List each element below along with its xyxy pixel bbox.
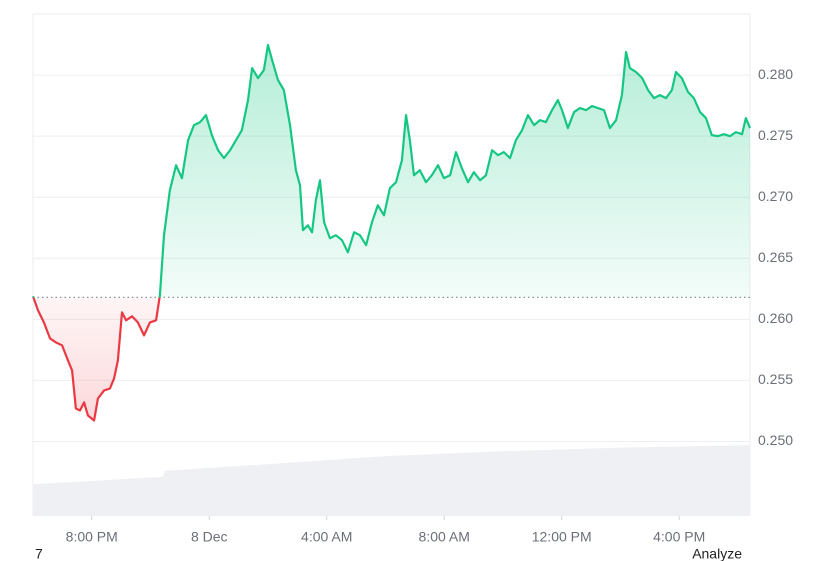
y-tick-label: 0.270: [758, 188, 793, 204]
x-tick-label: 8 Dec: [191, 529, 228, 545]
y-tick-label: 0.255: [758, 371, 793, 387]
y-tick-label: 0.275: [758, 127, 793, 143]
footer-left: 7: [35, 546, 43, 561]
volume-area: [33, 445, 750, 516]
y-tick-label: 0.265: [758, 249, 793, 265]
x-tick-label: 8:00 AM: [419, 529, 470, 545]
x-tick-label: 4:00 AM: [301, 529, 352, 545]
y-tick-label: 0.250: [758, 432, 793, 448]
x-tick-label: 12:00 PM: [532, 529, 592, 545]
analyze-link[interactable]: Analyze: [692, 546, 742, 561]
y-tick-label: 0.280: [758, 66, 793, 82]
x-tick-label: 4:00 PM: [653, 529, 705, 545]
price-line: [31, 43, 752, 422]
y-tick-label: 0.260: [758, 310, 793, 326]
price-area: [33, 45, 750, 421]
x-tick-label: 8:00 PM: [66, 529, 118, 545]
